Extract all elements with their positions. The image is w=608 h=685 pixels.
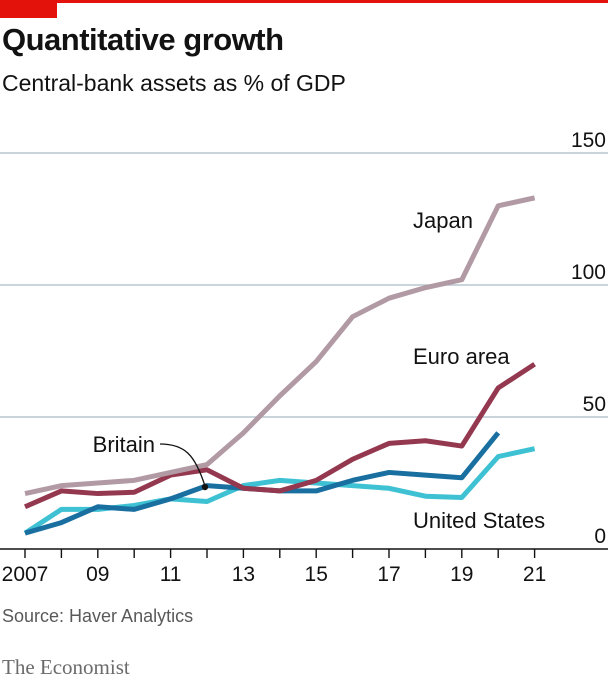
britain-leader-dot	[201, 483, 209, 491]
top-rule	[0, 0, 608, 3]
x-tick-label: 19	[450, 563, 473, 586]
japan-label: Japan	[413, 208, 473, 233]
brand-accent-bar	[0, 0, 57, 18]
y-tick-label: 50	[583, 393, 606, 416]
brand-logo-text: The Economist	[2, 655, 130, 679]
y-tick-label: 150	[571, 129, 606, 152]
japan-series-line	[24, 195, 536, 497]
line-chart: 0 50 100 150 2007 09 11 13 15 17 19 21 Japan Euro are…	[0, 129, 608, 586]
euro-area-series-line	[24, 362, 536, 510]
x-tick-label: 09	[86, 563, 109, 586]
chart-title: Quantitative growth	[2, 22, 284, 57]
x-tick-label: 21	[523, 563, 546, 586]
britain-leader-line	[159, 443, 206, 487]
x-tick-label: 13	[232, 563, 255, 586]
y-tick-label: 0	[594, 525, 606, 548]
britain-label: Britain	[93, 432, 155, 457]
x-tick-label: 2007	[2, 563, 49, 586]
x-tick-label: 17	[377, 563, 400, 586]
chart-subtitle: Central-bank assets as % of GDP	[2, 70, 346, 96]
united-states-label: United States	[413, 508, 545, 533]
euro-area-label: Euro area	[413, 344, 510, 369]
y-tick-label: 100	[571, 261, 606, 284]
x-tick-label: 15	[305, 563, 328, 586]
source-note: Source: Haver Analytics	[2, 606, 194, 626]
x-tick-label: 11	[160, 563, 182, 586]
